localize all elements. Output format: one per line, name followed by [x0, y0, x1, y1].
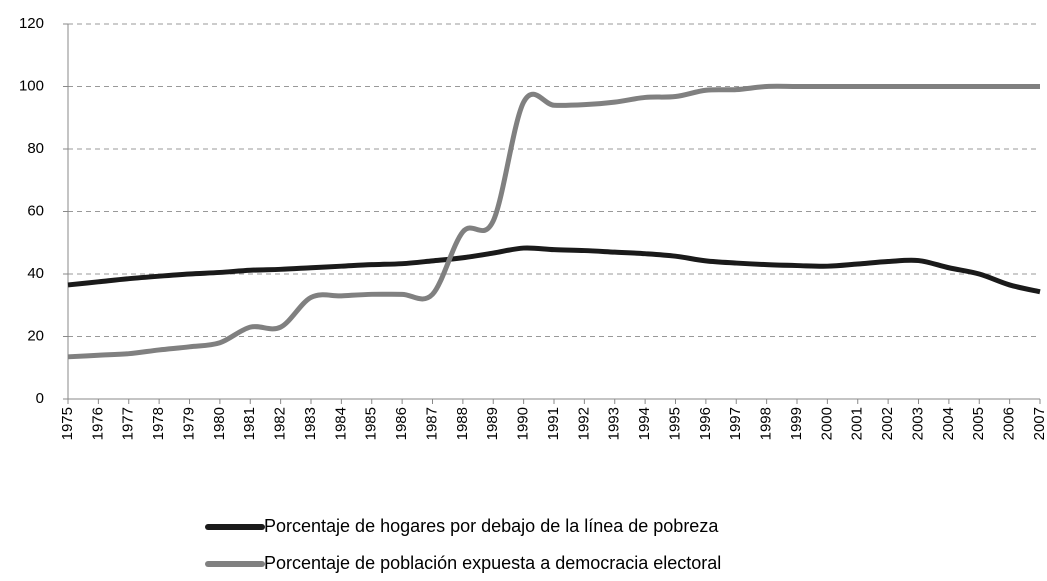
series-line [67, 83, 1040, 360]
x-tick-label: 1984 [332, 407, 349, 440]
x-tick-label: 1988 [454, 407, 471, 440]
x-tick-label: 1986 [393, 407, 410, 440]
x-tick-label: 1997 [727, 407, 744, 440]
series-line [67, 245, 1041, 295]
x-tick-label: 2006 [1001, 407, 1018, 440]
x-tick-label: 1998 [758, 407, 775, 440]
x-tick-label: 1983 [302, 407, 319, 440]
y-tick-label: 40 [27, 265, 44, 282]
x-tick-label: 2004 [940, 407, 957, 440]
x-tick-label: 2007 [1031, 407, 1047, 440]
x-tick-label: 1993 [606, 407, 623, 440]
x-tick-label: 1976 [89, 407, 106, 440]
x-tick-label: 1990 [515, 407, 532, 440]
x-tick-label: 1978 [150, 407, 167, 440]
x-tick-label: 1987 [423, 407, 440, 440]
x-tick-label: 1991 [545, 407, 562, 440]
y-tick-label: 100 [19, 77, 44, 94]
x-tick-label: 1999 [788, 407, 805, 440]
x-tick-label: 1994 [636, 407, 653, 440]
y-tick-label: 80 [27, 140, 44, 157]
y-tick-label: 120 [19, 15, 44, 32]
x-tick-label: 1989 [484, 407, 501, 440]
x-tick-label: 2005 [970, 407, 987, 440]
legend-label: Porcentaje de población expuesta a democ… [264, 553, 721, 573]
x-tick-label: 1975 [59, 407, 76, 440]
x-tick-label: 2003 [909, 407, 926, 440]
x-tick-label: 1992 [575, 407, 592, 440]
x-tick-label: 1982 [272, 407, 289, 440]
x-tick-label: 1979 [180, 407, 197, 440]
x-tick-label: 2002 [879, 407, 896, 440]
x-tick-label: 1981 [241, 407, 258, 440]
x-tick-label: 1985 [363, 407, 380, 440]
x-tick-label: 1996 [697, 407, 714, 440]
x-tick-label: 1995 [666, 407, 683, 440]
x-tick-label: 1977 [120, 407, 137, 440]
y-tick-label: 20 [27, 327, 44, 344]
y-tick-label: 0 [36, 390, 44, 407]
x-tick-label: 2001 [849, 407, 866, 440]
y-tick-label: 60 [27, 202, 44, 219]
legend-label: Porcentaje de hogares por debajo de la l… [264, 516, 719, 536]
x-tick-label: 1980 [211, 407, 228, 440]
x-tick-label: 2000 [818, 407, 835, 440]
